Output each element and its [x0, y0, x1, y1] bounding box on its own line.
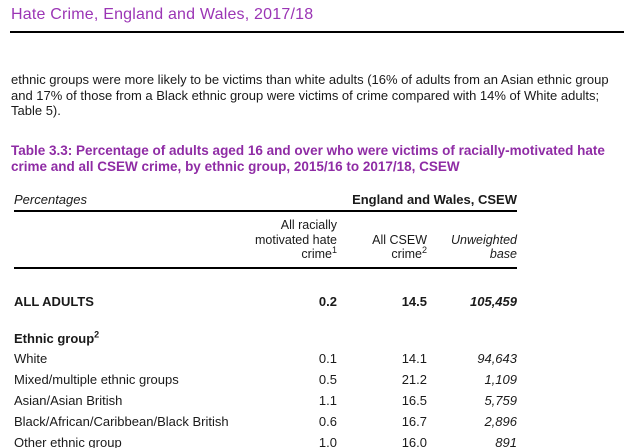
group-heading-label: Ethnic group2: [14, 329, 100, 346]
statistics-table: Percentages England and Wales, CSEW All …: [14, 192, 517, 448]
footnote-marker: 1: [331, 244, 337, 255]
table-caption: Table 3.3: Percentage of adults aged 16 …: [11, 143, 605, 174]
cell-unweighted-base: 1,109: [484, 372, 517, 387]
cell-unweighted-base: 5,759: [484, 393, 517, 408]
cell-csew-crime: 16.5: [401, 393, 427, 408]
cell-csew-crime: 21.2: [401, 372, 427, 387]
row-label: Other ethnic group: [14, 435, 122, 448]
table-header-top: Percentages England and Wales, CSEW: [14, 192, 517, 212]
cell-csew-crime: 16.0: [401, 435, 427, 448]
row-label: White: [14, 351, 48, 366]
row-label: Asian/Asian British: [14, 393, 123, 408]
title-divider: [10, 31, 624, 33]
column-headers-row: All racially motivated hate crime1 All C…: [14, 212, 517, 269]
cell-hate-crime: 0.2: [318, 293, 337, 309]
intro-paragraph: ethnic groups were more likely to be vic…: [11, 72, 609, 118]
row-label: ALL ADULTS: [14, 293, 94, 309]
table-row: Black/African/Caribbean/Black British 0.…: [14, 414, 517, 430]
region-label: England and Wales, CSEW: [352, 192, 517, 207]
table-row: Other ethnic group 1.0 16.0 891: [14, 435, 517, 448]
row-label: Black/African/Caribbean/Black British: [14, 414, 229, 429]
page-title: Hate Crime, England and Wales, 2017/18: [11, 6, 314, 23]
cell-hate-crime: 0.6: [318, 414, 337, 429]
cell-csew-crime: 14.5: [401, 293, 427, 309]
cell-unweighted-base: 891: [495, 435, 517, 448]
cell-unweighted-base: 2,896: [484, 414, 517, 429]
cell-csew-crime: 16.7: [401, 414, 427, 429]
column-header-hate-crime: All racially motivated hate crime1: [255, 218, 337, 261]
row-label: Mixed/multiple ethnic groups: [14, 372, 179, 387]
table-row: Mixed/multiple ethnic groups 0.5 21.2 1,…: [14, 372, 517, 388]
footnote-marker: 2: [421, 244, 427, 255]
cell-hate-crime: 0.5: [318, 372, 337, 387]
cell-hate-crime: 1.1: [318, 393, 337, 408]
table-row: Asian/Asian British 1.1 16.5 5,759: [14, 393, 517, 409]
cell-hate-crime: 0.1: [318, 351, 337, 366]
footnote-marker: 2: [94, 329, 100, 340]
table-row-all-adults: ALL ADULTS 0.2 14.5 105,459: [14, 294, 517, 309]
column-header-csew-crime: All CSEW crime2: [372, 232, 427, 262]
units-label: Percentages: [14, 192, 87, 207]
cell-csew-crime: 14.1: [401, 351, 427, 366]
group-heading-ethnic-group: Ethnic group2: [14, 329, 517, 346]
cell-unweighted-base: 94,643: [477, 351, 517, 366]
table-row: White 0.1 14.1 94,643: [14, 351, 517, 367]
column-header-unweighted-base: Unweighted base: [450, 232, 517, 262]
cell-hate-crime: 1.0: [318, 435, 337, 448]
cell-unweighted-base: 105,459: [470, 293, 517, 309]
